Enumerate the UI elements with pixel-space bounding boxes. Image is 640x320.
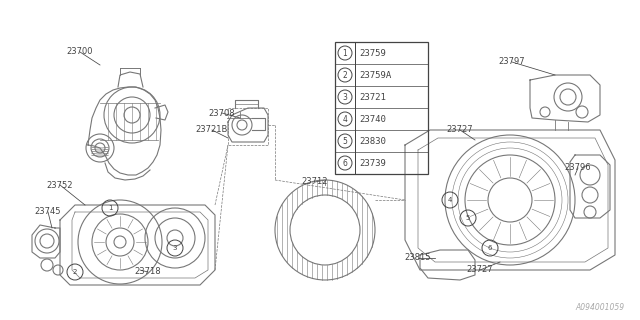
- Text: 4: 4: [342, 115, 348, 124]
- Text: 23739: 23739: [359, 158, 386, 167]
- Text: 6: 6: [342, 158, 348, 167]
- Text: 1: 1: [108, 205, 112, 211]
- Text: 23815: 23815: [404, 253, 431, 262]
- Text: 5: 5: [466, 215, 470, 221]
- Text: 23718: 23718: [134, 268, 161, 276]
- Text: 23708: 23708: [209, 108, 236, 117]
- Text: 23721B: 23721B: [196, 125, 228, 134]
- Text: 23712: 23712: [301, 178, 328, 187]
- Text: 23796: 23796: [564, 164, 591, 172]
- Text: 1: 1: [342, 49, 348, 58]
- Text: 23797: 23797: [499, 58, 525, 67]
- Text: 23727: 23727: [467, 266, 493, 275]
- Text: 6: 6: [488, 245, 492, 251]
- Text: 23745: 23745: [35, 207, 61, 217]
- Text: 23721: 23721: [359, 92, 386, 101]
- Text: 2: 2: [73, 269, 77, 275]
- Text: 3: 3: [342, 92, 348, 101]
- Text: 4: 4: [448, 197, 452, 203]
- Text: 23727: 23727: [447, 125, 474, 134]
- Text: A094001059: A094001059: [576, 303, 625, 313]
- Bar: [335, 42, 428, 174]
- Text: 23759: 23759: [359, 49, 386, 58]
- Text: 23752: 23752: [47, 180, 73, 189]
- Text: 23700: 23700: [67, 47, 93, 57]
- Text: 23830: 23830: [359, 137, 386, 146]
- Text: 5: 5: [342, 137, 348, 146]
- Text: 3: 3: [173, 245, 177, 251]
- Text: 23759A: 23759A: [359, 70, 391, 79]
- Text: 2: 2: [342, 70, 348, 79]
- Text: 23740: 23740: [359, 115, 386, 124]
